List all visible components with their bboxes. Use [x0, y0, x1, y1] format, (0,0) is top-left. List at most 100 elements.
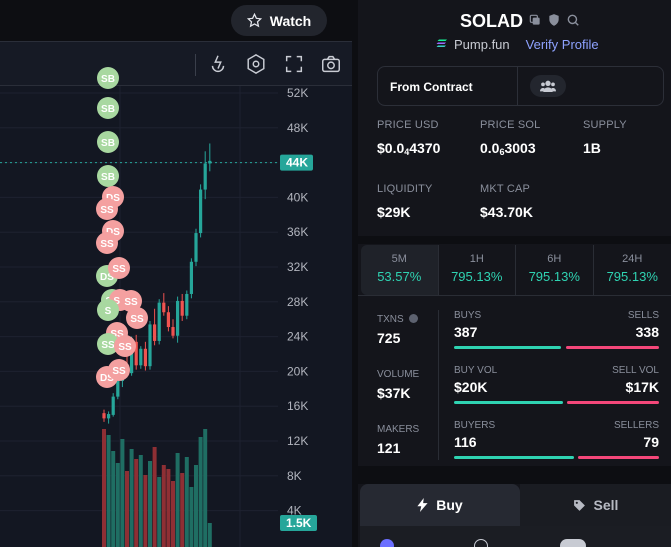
trade-marker-label: SB [101, 138, 115, 149]
buys-sells: BUYS SELLS 387 338 [454, 310, 659, 349]
candle-body [176, 300, 180, 336]
price-tick-label: 24K [287, 330, 308, 344]
camera-icon[interactable] [320, 53, 342, 75]
price-tick-label: 12K [287, 434, 308, 448]
trade-tabs: Buy Sell [360, 484, 671, 526]
volume-value: 1.5K [12, 94, 38, 108]
candle-body [102, 413, 106, 419]
price-tick-label: 40K [287, 190, 308, 204]
volume-bar [102, 429, 106, 547]
stat-price-sol: PRICE SOL 0.063003 [480, 119, 541, 157]
magnet-icon[interactable] [207, 53, 229, 75]
trade-marker-label: SS [110, 329, 124, 340]
trade-marker-label: SS [112, 366, 126, 377]
trade-marker-label: SS [130, 314, 144, 325]
trade-marker [108, 359, 130, 381]
current-price-label: 44K [286, 156, 308, 170]
volume-label: ol 1.5K [0, 94, 38, 108]
candle-body [107, 414, 111, 419]
trade-marker [114, 335, 136, 357]
radio-option-1[interactable] [380, 539, 394, 547]
trade-marker-label: SS [118, 342, 132, 353]
search-icon[interactable] [566, 13, 580, 27]
chart-volumes [102, 429, 212, 547]
volume-bar [180, 473, 185, 547]
trade-marker [97, 97, 119, 119]
candle-body [116, 380, 120, 397]
trade-marker-label: DS [106, 193, 120, 204]
txns-divider [438, 310, 439, 460]
candle-body [157, 302, 161, 341]
sell-tab[interactable]: Sell [520, 484, 671, 526]
tab-1h[interactable]: 1H 795.13% [439, 245, 516, 295]
trade-marker [101, 289, 123, 311]
current-volume-tag [280, 515, 317, 531]
candle-body [189, 261, 193, 294]
volume-bar [120, 439, 125, 547]
trade-marker [102, 220, 124, 242]
watch-button[interactable]: Watch [231, 5, 327, 36]
trade-marker-label: DS [100, 373, 114, 384]
volume-bar [207, 523, 212, 547]
watch-label: Watch [269, 12, 312, 29]
price-tick-label: 48K [287, 121, 308, 135]
toggle-switch[interactable] [560, 539, 586, 547]
chart-panel: Watch ol 1.5K SB SB SB SB DS SS DS SS DS SS SS SS SS… [0, 0, 352, 547]
tab-5m[interactable]: 5M 53.57% [361, 245, 439, 295]
candle-body [139, 348, 143, 366]
trade-marker [97, 165, 119, 187]
chart-candles [102, 143, 212, 424]
makers-stat: MAKERS 121 [377, 424, 420, 456]
trade-marker-label: SB [101, 104, 115, 115]
contract-label[interactable]: From Contract [390, 80, 473, 94]
lightning-icon [417, 498, 428, 512]
current-volume-label: 1.5K [286, 516, 312, 530]
trade-marker [126, 307, 148, 329]
trade-marker [96, 265, 118, 287]
candle-body [185, 293, 189, 316]
token-header: SOLAD Pump.fun Verify Profile [358, 0, 671, 64]
radio-option-2[interactable] [474, 539, 488, 547]
platform-row: Pump.fun Verify Profile [436, 37, 599, 52]
candle-body [125, 370, 129, 374]
current-price-tag [280, 154, 313, 171]
trade-marker-label: SS [113, 296, 127, 307]
price-tick-label: 36K [287, 225, 308, 239]
holders-button[interactable] [530, 75, 566, 97]
candle-body [148, 324, 152, 367]
shield-icon[interactable] [547, 13, 561, 27]
panel-divider [352, 0, 358, 547]
price-tick-label: 16K [287, 399, 308, 413]
buy-sell-volume-bar [454, 401, 659, 404]
tab-24h[interactable]: 24H 795.13% [606, 253, 658, 284]
trade-marker-label: SB [101, 172, 115, 183]
fullscreen-icon[interactable] [283, 53, 305, 75]
copy-icon[interactable] [528, 13, 542, 27]
chart-toolbar [0, 42, 352, 86]
verify-profile-link[interactable]: Verify Profile [525, 37, 599, 52]
settings-icon[interactable] [245, 53, 267, 75]
tag-icon [573, 499, 585, 511]
trade-marker [96, 198, 118, 220]
trade-marker [102, 186, 124, 208]
trade-marker [97, 333, 119, 355]
plot-bg [0, 86, 352, 547]
timeframe-tabs: 5M 53.57% 1H 795.13% 6H 795.13% 24H 795.… [361, 245, 671, 295]
trade-marker [120, 290, 142, 312]
trade-marker-label: DS [106, 227, 120, 238]
buyers-sellers: BUYERS SELLERS 116 79 [454, 420, 659, 459]
platform-name[interactable]: Pump.fun [454, 37, 510, 52]
candle-body [171, 327, 175, 336]
buy-tab[interactable]: Buy [360, 484, 520, 526]
buy-sell-volume: BUY VOL SELL VOL $20K $17K [454, 365, 659, 404]
volume-bar [175, 453, 180, 547]
star-icon [246, 13, 262, 28]
candle-body [130, 341, 134, 374]
transactions-section: TXNS 725 VOLUME $37K MAKERS 121 BUYS SELL… [358, 296, 671, 466]
price-tick-label: 20K [287, 364, 308, 378]
price-tick-label: 28K [287, 295, 308, 309]
pump-fun-icon [436, 39, 447, 47]
tab-6h[interactable]: 6H 795.13% [516, 245, 594, 295]
trade-marker-label: SS [105, 296, 119, 307]
